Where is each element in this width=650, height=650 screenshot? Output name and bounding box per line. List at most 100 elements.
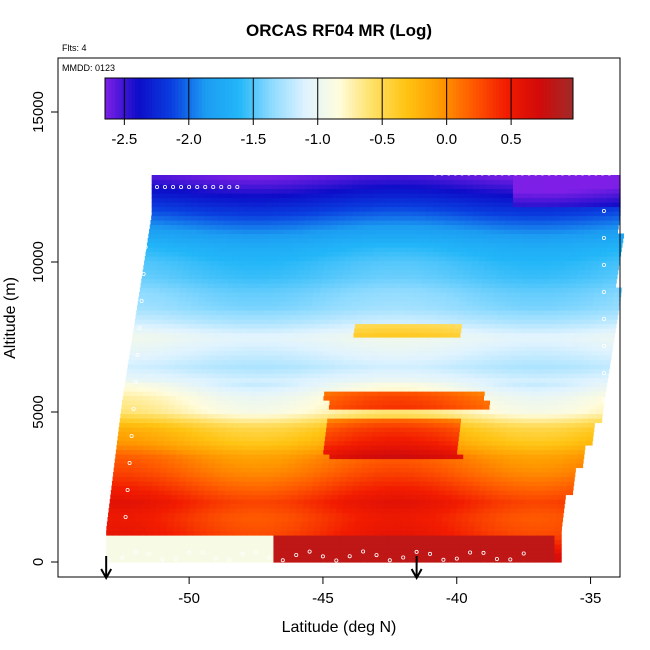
heatmap-cell — [436, 508, 444, 514]
heatmap-cell — [253, 526, 261, 532]
heatmap-cell — [518, 436, 527, 442]
heatmap-cell — [381, 368, 389, 374]
heatmap-cell — [378, 386, 386, 392]
heatmap-cell — [371, 490, 380, 496]
heatmap-cell — [177, 346, 185, 352]
heatmap-cell — [249, 400, 257, 406]
heatmap-cell — [465, 490, 473, 496]
heatmap-cell — [190, 499, 198, 505]
heatmap-cell — [456, 355, 465, 361]
heatmap-cell — [561, 373, 569, 379]
heatmap-cell — [544, 350, 552, 356]
heatmap-cell — [199, 422, 207, 428]
heatmap-cell — [604, 355, 612, 361]
heatmap-cell — [182, 400, 190, 406]
heatmap-cell — [155, 503, 164, 509]
heatmap-cell — [165, 481, 173, 487]
heatmap-cell — [353, 526, 362, 532]
heatmap-cell — [532, 382, 541, 388]
heatmap-cell — [292, 431, 300, 437]
heatmap-cell — [393, 530, 402, 536]
heatmap-cell — [181, 359, 190, 365]
heatmap-cell — [204, 301, 212, 307]
heatmap-cell — [166, 553, 174, 559]
heatmap-cell — [335, 458, 343, 464]
heatmap-cell — [166, 373, 174, 379]
heatmap-cell — [378, 346, 386, 352]
heatmap-cell — [179, 553, 188, 559]
heatmap-cell — [300, 548, 308, 554]
heatmap-cell — [302, 454, 310, 460]
heatmap-cell — [375, 458, 383, 464]
heatmap-cell — [294, 364, 303, 370]
heatmap-cell — [460, 544, 469, 550]
heatmap-cell — [443, 395, 452, 401]
heatmap-cell — [448, 467, 456, 473]
heatmap-cell — [526, 382, 534, 388]
heatmap-cell — [166, 422, 174, 428]
heatmap-cell — [318, 341, 326, 347]
heatmap-cell — [394, 242, 402, 248]
heatmap-cell — [176, 391, 185, 397]
heatmap-cell — [470, 395, 478, 401]
heatmap-cell — [237, 386, 246, 392]
heatmap-cell — [541, 287, 549, 293]
heatmap-cell — [544, 445, 552, 451]
heatmap-cell — [454, 418, 462, 424]
heatmap-cell — [109, 503, 117, 509]
heatmap-cell — [543, 400, 551, 406]
heatmap-cell — [365, 485, 373, 491]
heatmap-cell — [170, 386, 179, 392]
heatmap-cell — [613, 251, 622, 257]
heatmap-cell — [387, 328, 395, 334]
heatmap-cell — [382, 278, 390, 284]
heatmap-cell — [479, 256, 487, 262]
heatmap-cell — [343, 269, 351, 275]
heatmap-cell — [462, 359, 471, 365]
heatmap-cell — [244, 341, 253, 347]
heatmap-cell — [467, 418, 475, 424]
heatmap-cell — [170, 494, 178, 500]
heatmap-cell — [441, 242, 449, 248]
heatmap-cell — [314, 283, 322, 289]
heatmap-cell — [176, 310, 184, 316]
heatmap-cell — [414, 526, 422, 532]
heatmap-cell — [368, 323, 376, 329]
heatmap-cell — [260, 548, 268, 554]
heatmap-cell — [145, 337, 153, 343]
heatmap-cell — [541, 521, 550, 527]
heatmap-cell — [363, 269, 371, 275]
heatmap-cell — [261, 319, 270, 325]
heatmap-cell — [162, 454, 170, 460]
heatmap-cell — [585, 260, 593, 266]
heatmap-cell — [409, 454, 417, 460]
heatmap-cell — [220, 467, 228, 473]
heatmap-cell — [293, 557, 301, 563]
heatmap-cell — [155, 274, 163, 280]
heatmap-cell — [375, 512, 383, 518]
heatmap-cell — [347, 530, 355, 536]
heatmap-cell — [269, 449, 278, 455]
heatmap-cell — [231, 341, 239, 347]
heatmap-cell — [359, 251, 367, 257]
heatmap-cell — [428, 467, 436, 473]
heatmap-cell — [495, 517, 503, 523]
heatmap-cell — [416, 508, 424, 514]
heatmap-cell — [226, 476, 234, 482]
heatmap-cell — [290, 265, 298, 271]
heatmap-cell — [231, 256, 240, 262]
heatmap-cell — [298, 341, 306, 347]
heatmap-cell — [126, 472, 134, 478]
heatmap-cell — [226, 553, 234, 559]
heatmap-cell — [433, 337, 441, 343]
heatmap-cell — [213, 521, 222, 527]
heatmap-cell — [309, 454, 317, 460]
heatmap-cell — [180, 467, 188, 473]
heatmap-cell — [414, 328, 422, 334]
heatmap-cell — [260, 467, 269, 473]
heatmap-cell — [292, 481, 300, 487]
heatmap-cell — [343, 499, 352, 505]
heatmap-cell — [556, 404, 564, 410]
heatmap-cell — [155, 400, 163, 406]
heatmap-cell — [434, 467, 443, 473]
